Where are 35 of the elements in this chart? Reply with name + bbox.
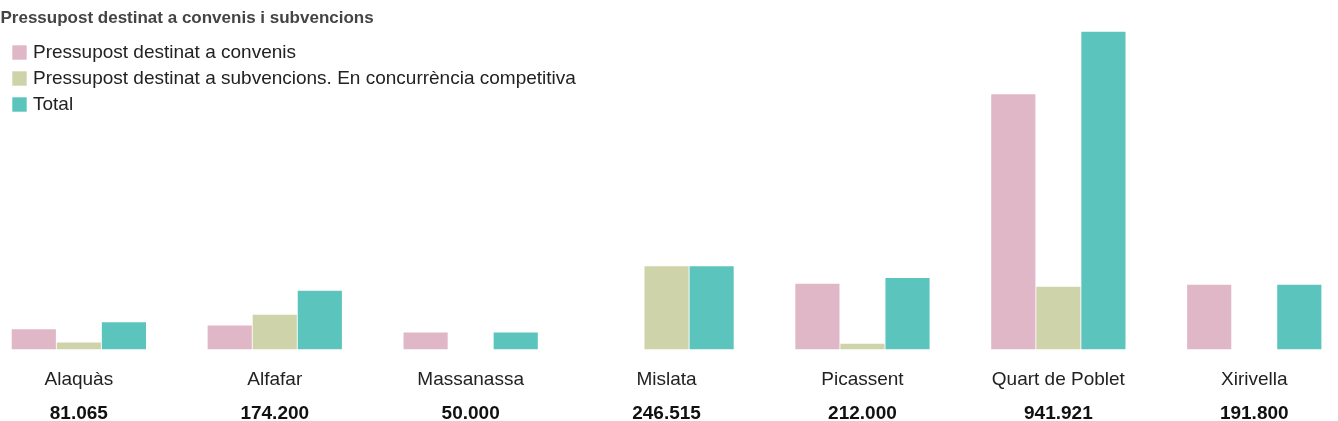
x-tick-label: Massanassa — [417, 367, 525, 389]
data-label: 81.065 — [49, 401, 109, 421]
x-tick-label: Picassent — [821, 367, 905, 389]
bar — [1277, 284, 1322, 350]
data-label: 50.000 — [441, 401, 500, 421]
bar — [991, 94, 1036, 350]
bar — [493, 332, 538, 350]
bar — [689, 266, 734, 350]
x-tick-label: Mislata — [636, 367, 698, 389]
legend-label: Pressupost destinat a convenis — [33, 41, 296, 63]
x-tick-label: Alfafar — [247, 367, 303, 389]
x-tick-label: Quart de Poblet — [991, 367, 1126, 389]
bar — [1187, 284, 1232, 350]
bar — [207, 325, 252, 350]
bar — [1081, 31, 1126, 350]
x-tick-label: Xirivella — [1221, 367, 1288, 389]
legend-label: Total — [33, 93, 74, 115]
data-label: 246.515 — [632, 401, 702, 421]
bar — [297, 290, 342, 350]
bar — [795, 283, 840, 350]
chart-title: Pressupost destinat a convenis i subvencions — [0, 7, 374, 27]
bar — [1036, 286, 1081, 350]
bar — [11, 329, 56, 350]
x-tick-label: Alaquàs — [44, 367, 114, 389]
data-label: 212.000 — [828, 401, 897, 421]
data-label: 941.921 — [1024, 401, 1094, 421]
bar — [885, 277, 930, 350]
legend-label: Pressupost destinat a subvencions. En concurrència competitiva — [33, 67, 576, 89]
data-label: 174.200 — [240, 401, 310, 421]
bar — [644, 266, 689, 350]
bar — [403, 332, 448, 350]
bar — [252, 314, 297, 350]
bar — [101, 322, 146, 350]
bar — [56, 342, 101, 350]
data-label: 191.800 — [1219, 401, 1289, 421]
